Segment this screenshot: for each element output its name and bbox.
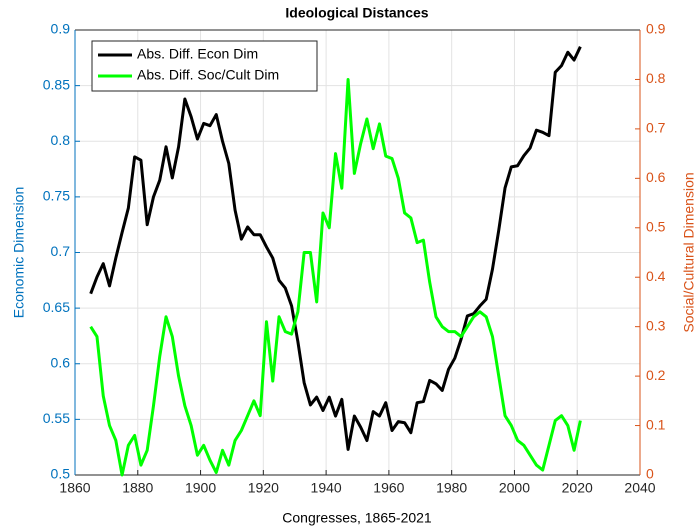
x-tick-label: 2040	[624, 480, 655, 496]
y2-tick-label: 0.6	[646, 169, 666, 185]
y2-tick-label: 0.3	[646, 317, 666, 333]
x-tick-label: 1920	[248, 480, 279, 496]
y-tick-label: 0.75	[43, 188, 70, 204]
x-tick-label: 1860	[59, 480, 90, 496]
chart-title: Ideological Distances	[285, 5, 428, 21]
y-tick-label: 0.85	[43, 76, 70, 92]
x-tick-label: 1960	[373, 480, 404, 496]
y-tick-label: 0.5	[51, 466, 71, 482]
y2-tick-label: 0.1	[646, 416, 666, 432]
y-axis-label: Economic Dimension	[11, 187, 27, 319]
y2-axis-label: Social/Cultural Dimension	[681, 172, 697, 332]
x-tick-label: 1900	[185, 480, 216, 496]
y-tick-label: 0.8	[51, 132, 71, 148]
y2-tick-label: 0.5	[646, 218, 666, 234]
y2-tick-label: 0.2	[646, 367, 666, 383]
y2-tick-label: 0	[646, 466, 654, 482]
y-tick-label: 0.6	[51, 354, 71, 370]
legend-label: Abs. Diff. Soc/Cult Dim	[137, 67, 279, 83]
y-tick-label: 0.55	[43, 410, 70, 426]
x-tick-label: 1880	[122, 480, 153, 496]
data-line	[89, 46, 582, 451]
y2-tick-label: 0.4	[646, 268, 666, 284]
legend-label: Abs. Diff. Econ Dim	[137, 46, 258, 62]
x-tick-label: 2000	[499, 480, 530, 496]
y2-tick-label: 0.8	[646, 70, 666, 86]
y2-tick-label: 0.7	[646, 120, 666, 136]
x-tick-label: 1940	[311, 480, 342, 496]
legend-box	[91, 40, 318, 92]
y-tick-label: 0.65	[43, 299, 70, 315]
x-tick-label: 2020	[562, 480, 593, 496]
data-line	[89, 77, 582, 477]
y-tick-label: 0.9	[51, 21, 71, 37]
x-axis-label: Congresses, 1865-2021	[282, 510, 432, 526]
x-tick-label: 1980	[436, 480, 467, 496]
y-tick-label: 0.7	[51, 243, 71, 259]
y2-tick-label: 0.9	[646, 21, 666, 37]
